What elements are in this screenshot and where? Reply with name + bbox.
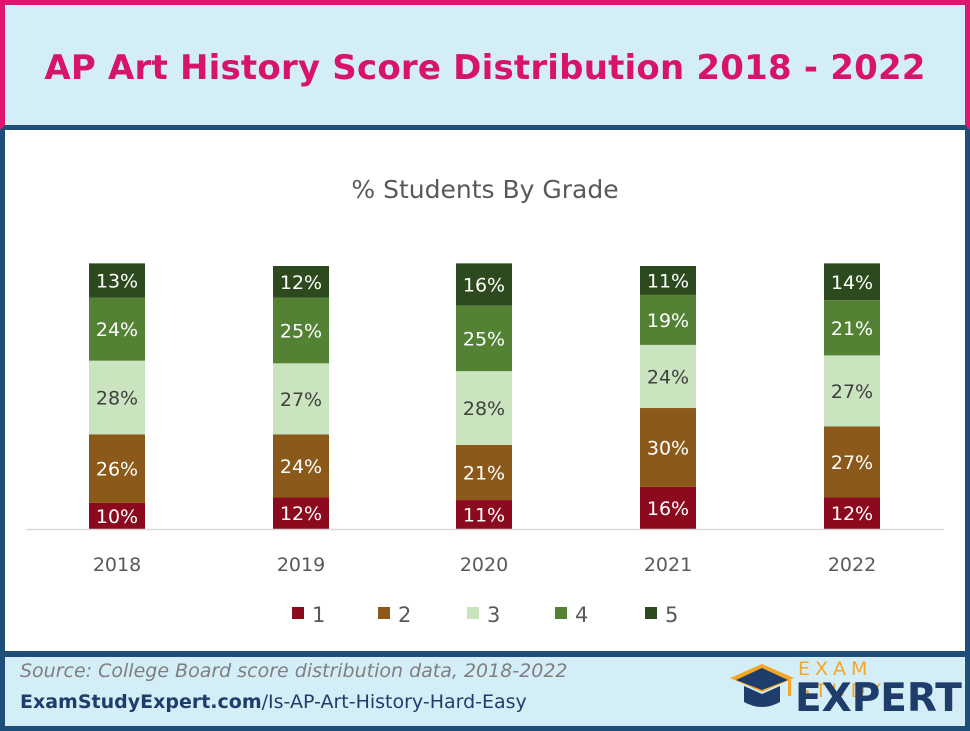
x-tick-label-2022: 2022 xyxy=(828,554,876,576)
bar-segment-2022-grade-4 xyxy=(824,300,880,356)
legend-label-grade-1: 1 xyxy=(312,603,325,627)
data-label-2020-grade-1: 11% xyxy=(463,505,505,527)
bar-segment-2018-grade-2 xyxy=(89,434,145,503)
bar-segment-2022-grade-5 xyxy=(824,263,880,301)
data-label-2020-grade-5: 16% xyxy=(463,274,505,296)
data-label-2022-grade-1: 12% xyxy=(831,503,873,525)
bar-segment-2020-grade-3 xyxy=(456,371,512,445)
bar-segment-2018-grade-1 xyxy=(89,502,145,529)
data-label-2022-grade-3: 27% xyxy=(831,381,873,403)
bar-segment-2019-grade-2 xyxy=(273,434,329,498)
data-label-2021-grade-4: 19% xyxy=(647,310,689,332)
data-label-2022-grade-4: 21% xyxy=(831,318,873,340)
bar-segment-2022-grade-1 xyxy=(824,497,880,529)
x-tick-label-2021: 2021 xyxy=(644,554,692,576)
legend-swatch-grade-5 xyxy=(645,607,657,619)
bar-segment-2020-grade-4 xyxy=(456,305,512,372)
bar-segment-2021-grade-2 xyxy=(640,408,696,487)
data-label-2020-grade-2: 21% xyxy=(463,462,505,484)
bar-segment-2022-grade-2 xyxy=(824,426,880,498)
data-label-2018-grade-3: 28% xyxy=(96,388,138,410)
legend-swatch-grade-1 xyxy=(292,607,304,619)
data-label-2018-grade-4: 24% xyxy=(96,319,138,341)
footer-banner xyxy=(0,651,970,731)
data-label-2022-grade-2: 27% xyxy=(831,452,873,474)
data-label-2019-grade-5: 12% xyxy=(280,272,322,294)
data-label-2020-grade-3: 28% xyxy=(463,398,505,420)
data-label-2018-grade-5: 13% xyxy=(96,270,138,292)
source-note: Source: College Board score distribution… xyxy=(20,660,568,682)
data-label-2019-grade-3: 27% xyxy=(280,389,322,411)
chart-title: % Students By Grade xyxy=(351,175,619,204)
data-label-2019-grade-2: 24% xyxy=(280,456,322,478)
data-label-2020-grade-4: 25% xyxy=(463,328,505,350)
bar-segment-2021-grade-3 xyxy=(640,344,696,409)
legend-label-grade-5: 5 xyxy=(665,603,678,627)
legend-swatch-grade-3 xyxy=(467,607,479,619)
bar-segment-2019-grade-3 xyxy=(273,363,329,435)
bar-segment-2022-grade-3 xyxy=(824,355,880,427)
bar-segment-2020-grade-1 xyxy=(456,500,512,529)
bar-segment-2018-grade-3 xyxy=(89,360,145,435)
data-label-2021-grade-2: 30% xyxy=(647,437,689,459)
page-title: AP Art History Score Distribution 2018 -… xyxy=(44,48,926,88)
bar-segment-2019-grade-5 xyxy=(273,266,329,298)
x-tick-label-2019: 2019 xyxy=(277,554,325,576)
logo-wordmark-main: EXPERT xyxy=(795,676,962,721)
bar-segment-2020-grade-5 xyxy=(456,263,512,306)
url-path: /Is-AP-Art-History-Hard-Easy xyxy=(261,691,527,713)
data-label-2018-grade-2: 26% xyxy=(96,459,138,481)
bar-segment-2018-grade-4 xyxy=(89,297,145,361)
url-domain: ExamStudyExpert.com xyxy=(20,691,262,713)
data-label-2021-grade-5: 11% xyxy=(647,270,689,292)
bar-segment-2019-grade-1 xyxy=(273,497,329,529)
legend-swatch-grade-2 xyxy=(378,607,390,619)
data-label-2019-grade-1: 12% xyxy=(280,503,322,525)
graduation-cap-icon xyxy=(730,664,794,707)
bar-segment-2019-grade-4 xyxy=(273,297,329,364)
bar-segment-2021-grade-1 xyxy=(640,486,696,529)
x-tick-label-2020: 2020 xyxy=(460,554,508,576)
exam-study-expert-logo xyxy=(730,664,794,707)
source-url[interactable]: ExamStudyExpert.com/Is-AP-Art-History-Ha… xyxy=(20,691,527,713)
bar-segment-2018-grade-5 xyxy=(89,263,145,298)
data-label-2021-grade-1: 16% xyxy=(647,498,689,520)
bar-segment-2021-grade-4 xyxy=(640,294,696,345)
data-label-2022-grade-5: 14% xyxy=(831,272,873,294)
bar-segment-2021-grade-5 xyxy=(640,266,696,295)
x-tick-label-2018: 2018 xyxy=(93,554,141,576)
data-label-2019-grade-4: 25% xyxy=(280,320,322,342)
data-label-2018-grade-1: 10% xyxy=(96,506,138,528)
header-banner xyxy=(0,0,970,130)
legend-label-grade-3: 3 xyxy=(487,603,500,627)
bar-segment-2020-grade-2 xyxy=(456,444,512,501)
legend-swatch-grade-4 xyxy=(555,607,567,619)
legend-label-grade-2: 2 xyxy=(398,603,411,627)
logo-wordmark-top: EXAM STUDY xyxy=(798,658,886,702)
stacked-bar-chart: 10%26%28%24%13%201812%24%27%25%12%201911… xyxy=(26,263,944,627)
data-label-2021-grade-3: 24% xyxy=(647,366,689,388)
legend-label-grade-4: 4 xyxy=(575,603,588,627)
